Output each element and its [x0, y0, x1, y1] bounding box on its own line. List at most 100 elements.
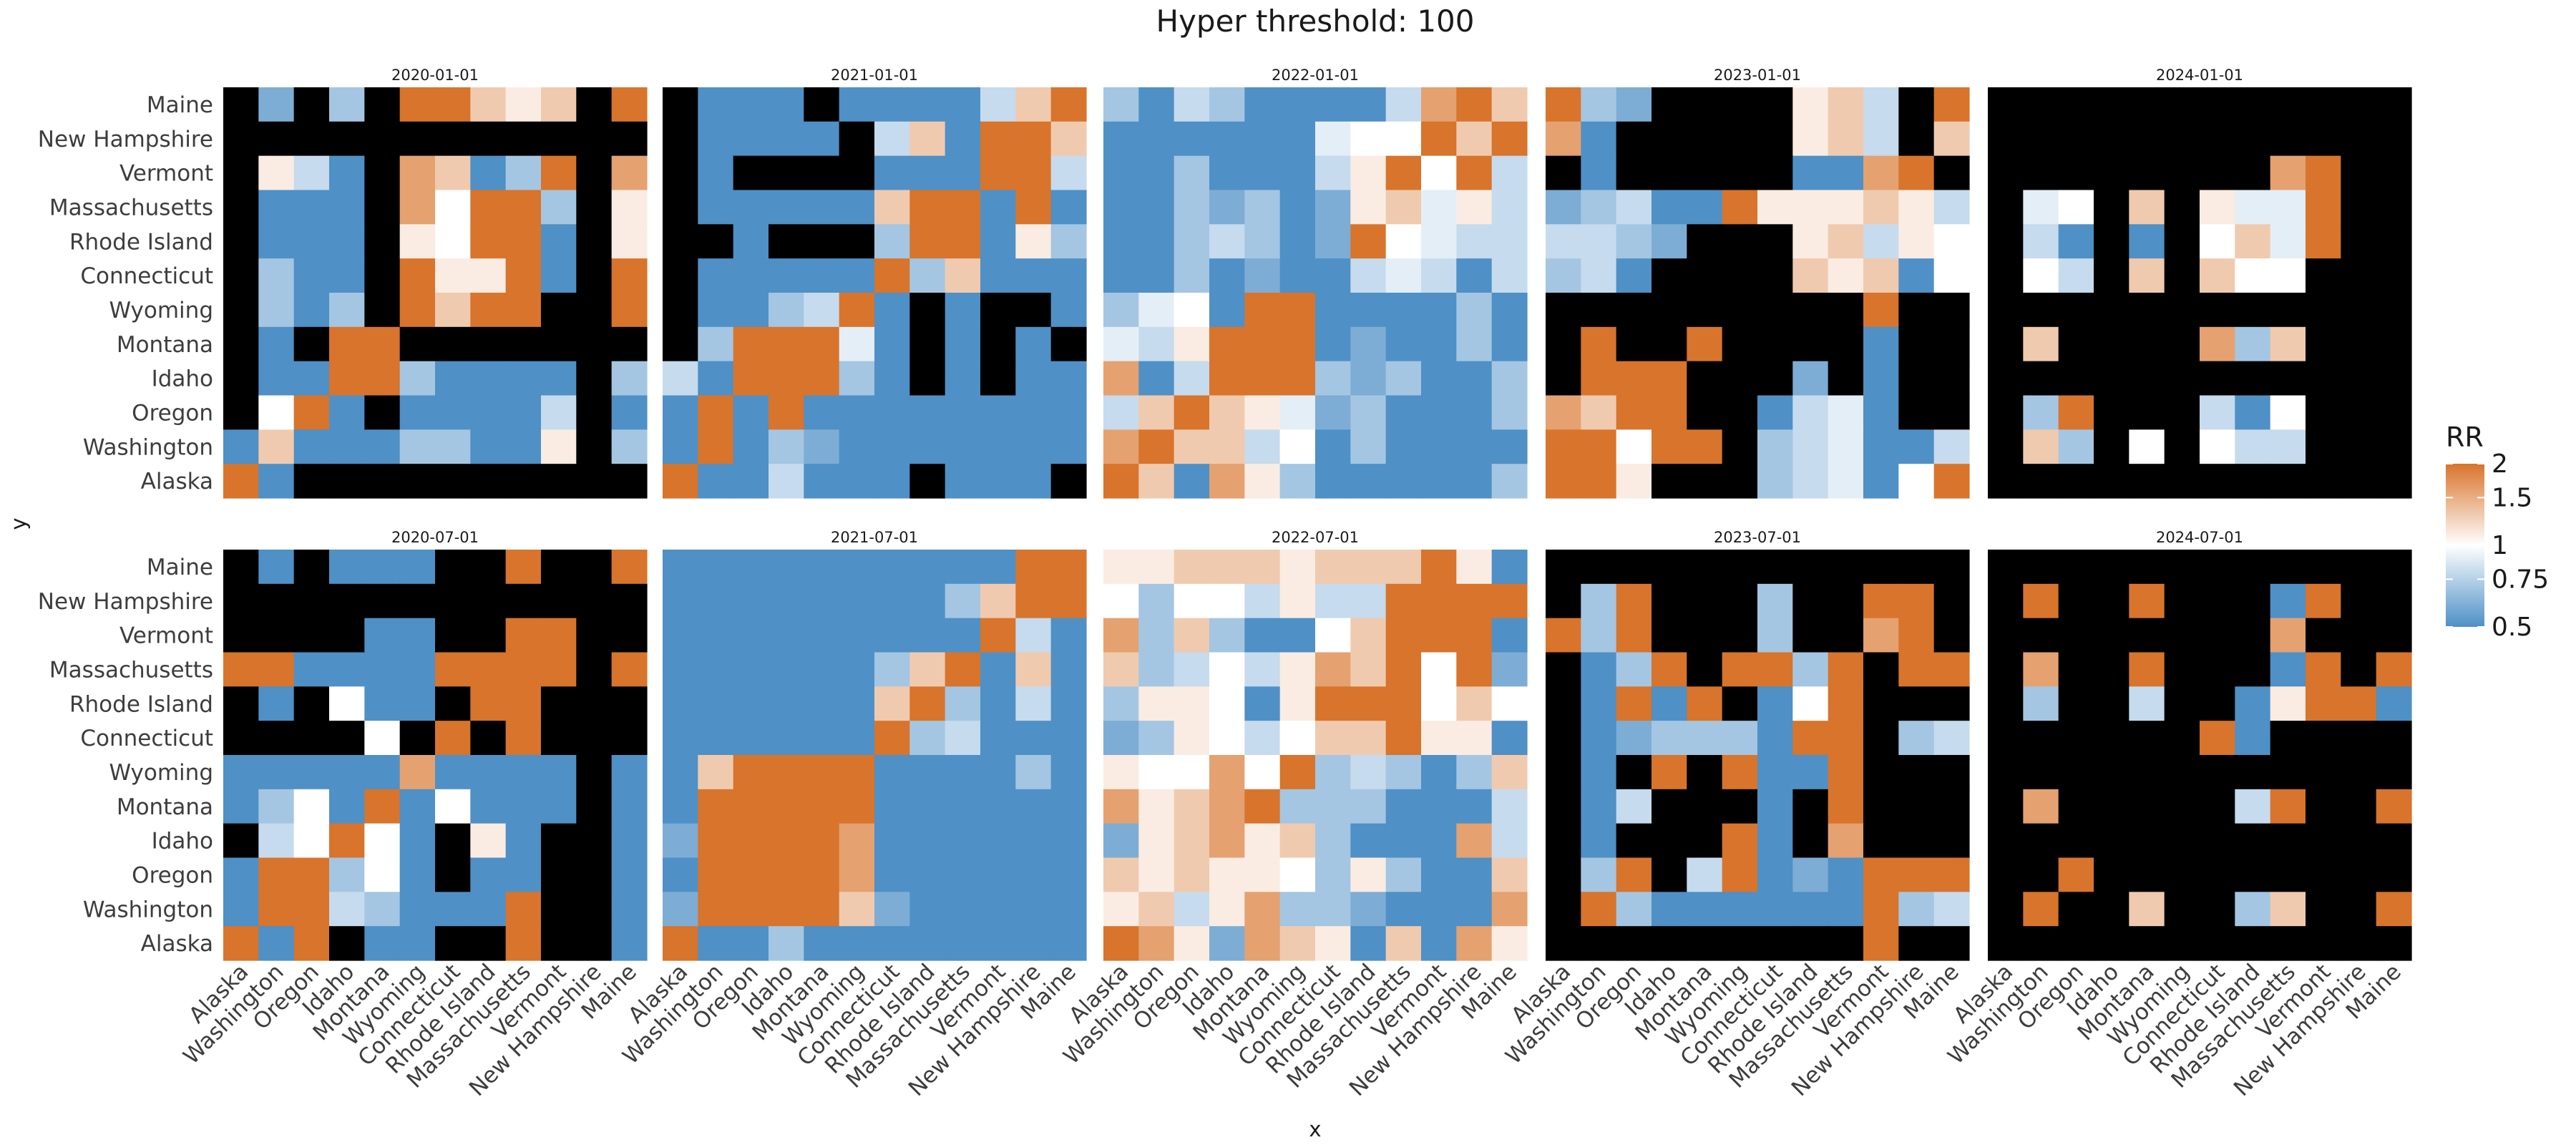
heatmap-cell: [1863, 789, 1899, 824]
heatmap-cell: [1546, 789, 1581, 824]
heatmap-cell: [1616, 857, 1652, 892]
heatmap-cell: [470, 789, 507, 824]
heatmap-cell: [1315, 755, 1351, 790]
heatmap-cell: [698, 926, 734, 961]
heatmap-cell: [980, 155, 1016, 191]
heatmap-cell: [1933, 326, 1970, 362]
heatmap-cell: [329, 190, 365, 225]
heatmap-cell: [329, 583, 365, 619]
heatmap-cell: [1174, 155, 1210, 191]
heatmap-cell: [2235, 823, 2271, 859]
heatmap-cell: [1421, 652, 1457, 687]
heatmap-cell: [2058, 361, 2094, 396]
heatmap-cell: [2094, 155, 2129, 191]
heatmap-cell: [804, 258, 840, 293]
heatmap-cell: [1616, 464, 1652, 499]
heatmap-cell: [1722, 652, 1758, 687]
heatmap-cell: [1898, 789, 1935, 824]
heatmap-cell: [733, 686, 769, 721]
heatmap-cell: [1828, 258, 1864, 293]
heatmap-cell: [2376, 550, 2412, 585]
heatmap-cell: [1103, 361, 1139, 396]
heatmap-cell: [1491, 155, 1528, 191]
heatmap-cell: [1757, 429, 1793, 464]
heatmap-cell: [399, 190, 436, 225]
facet-strip-label: 2023-07-01: [1714, 529, 1801, 546]
heatmap-cell: [1546, 155, 1581, 191]
heatmap-cell: [1491, 892, 1528, 927]
heatmap-cell: [364, 395, 401, 430]
heatmap-cell: [1015, 190, 1052, 225]
heatmap-cell: [470, 892, 507, 927]
heatmap-cell: [2164, 121, 2200, 157]
heatmap-cell: [1616, 686, 1652, 721]
heatmap-cell: [1209, 87, 1245, 122]
heatmap-cell: [399, 464, 436, 499]
heatmap-cell: [1103, 87, 1139, 122]
heatmap-cell: [2200, 823, 2235, 859]
facet-strip-label: 2021-01-01: [831, 67, 918, 84]
heatmap-cell: [1988, 789, 2024, 824]
heatmap-cell: [1279, 361, 1316, 396]
heatmap-cell: [505, 618, 542, 653]
heatmap-cell: [1138, 652, 1175, 687]
heatmap-cell: [1722, 823, 1758, 859]
heatmap-cell: [980, 583, 1016, 619]
heatmap-cell: [611, 550, 648, 585]
heatmap-cell: [364, 121, 401, 157]
heatmap-cell: [1244, 190, 1281, 225]
heatmap-cell: [399, 789, 436, 824]
heatmap-cell: [1315, 326, 1351, 362]
heatmap-cell: [1491, 429, 1528, 464]
heatmap-cell: [258, 823, 295, 859]
heatmap-cell: [2376, 155, 2412, 191]
legend-tick: 0.75: [2446, 565, 2549, 594]
heatmap-cell: [698, 583, 734, 619]
heatmap-cell: [2270, 755, 2306, 790]
heatmap-cell: [2235, 686, 2271, 721]
heatmap-cell: [1015, 87, 1052, 122]
heatmap-cell: [1687, 721, 1723, 756]
y-tick-label: Montana: [117, 794, 213, 820]
heatmap-cell: [2306, 87, 2341, 122]
heatmap-cell: [1898, 857, 1935, 892]
heatmap-cell: [435, 121, 471, 157]
heatmap-cell: [698, 121, 734, 157]
heatmap-cell: [1244, 121, 1281, 157]
heatmap-cell: [1652, 892, 1687, 927]
heatmap-cell: [329, 429, 365, 464]
heatmap-cell: [1546, 224, 1581, 259]
heatmap-cell: [1898, 686, 1935, 721]
heatmap-cell: [1828, 395, 1864, 430]
heatmap-cell: [769, 293, 804, 328]
heatmap-cell: [1792, 618, 1829, 653]
heatmap-cell: [1209, 224, 1245, 259]
heatmap-cell: [2058, 121, 2094, 157]
y-tick-label: Massachusetts: [49, 195, 213, 220]
heatmap-cell: [1421, 155, 1457, 191]
heatmap-cell: [1385, 686, 1422, 721]
heatmap-cell: [1757, 121, 1793, 157]
heatmap-cell: [399, 550, 436, 585]
heatmap-cell: [505, 293, 542, 328]
heatmap-cell: [2058, 293, 2094, 328]
heatmap-cell: [698, 652, 734, 687]
heatmap-cell: [293, 258, 330, 293]
heatmap-cell: [1244, 224, 1281, 259]
heatmap-cell: [1050, 326, 1087, 362]
heatmap-cell: [2270, 583, 2306, 619]
heatmap-cell: [2129, 395, 2165, 430]
heatmap-cell: [2164, 618, 2200, 653]
heatmap-cell: [1244, 87, 1281, 122]
heatmap-cell: [399, 155, 436, 191]
heatmap-cell: [2094, 550, 2129, 585]
heatmap-cell: [470, 190, 507, 225]
heatmap-cell: [980, 652, 1016, 687]
heatmap-cell: [698, 190, 734, 225]
heatmap-cell: [2270, 652, 2306, 687]
heatmap-cell: [1103, 926, 1139, 961]
heatmap-cell: [1491, 823, 1528, 859]
heatmap-cell: [1174, 823, 1210, 859]
facet-strip-label: 2024-07-01: [2156, 529, 2243, 546]
heatmap-cell: [258, 121, 295, 157]
